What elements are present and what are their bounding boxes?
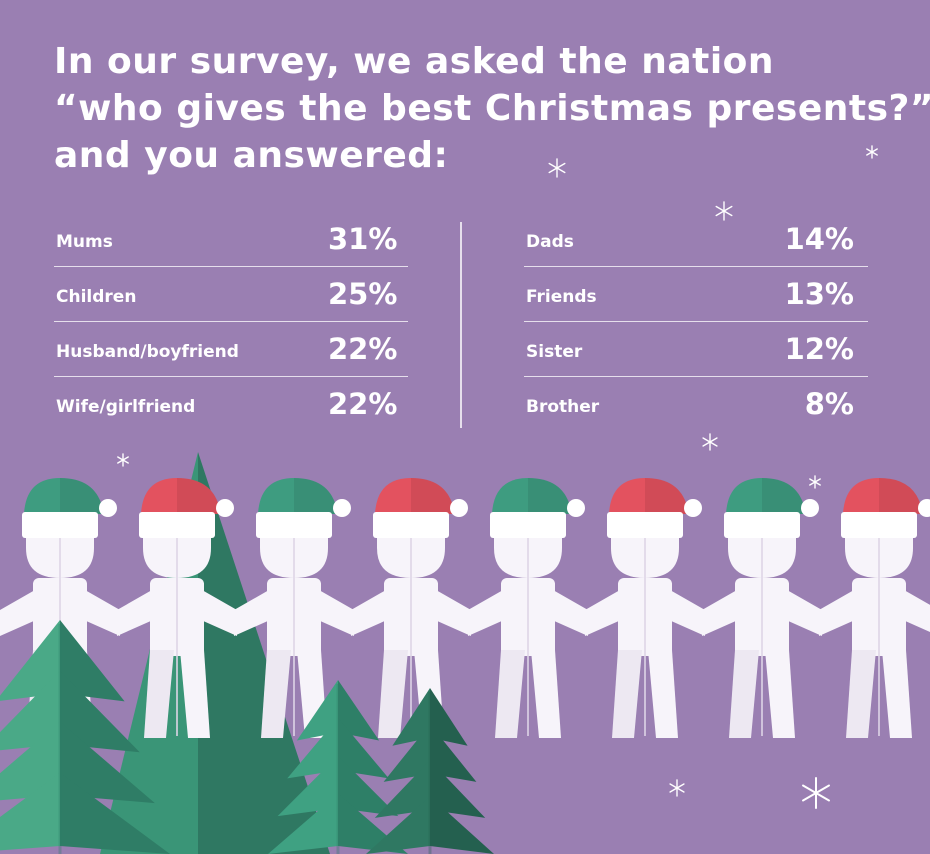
santa-hat-icon: [490, 478, 585, 538]
row-label: Husband/boyfriend: [56, 342, 239, 362]
paper-person-icon: [468, 478, 588, 738]
row-percentage: 22%: [328, 387, 398, 421]
paper-chain-people: [0, 478, 930, 738]
paper-person-icon: [117, 478, 237, 738]
snowflake-icon: [548, 158, 566, 178]
snowflake-icon: [809, 475, 821, 489]
snowflakes: [117, 145, 878, 809]
row-label: Wife/girlfriend: [56, 397, 196, 417]
row-label: Brother: [526, 397, 600, 417]
results-column-right: Dads 14% Friends 13% Sister 12% Brother …: [524, 212, 868, 432]
santa-hat-icon: [373, 478, 468, 538]
results-table: Mums 31% Children 25% Husband/boyfriend …: [54, 212, 868, 428]
table-row: Wife/girlfriend 22%: [54, 377, 408, 432]
paper-person-icon: [702, 478, 822, 738]
table-row: Friends 13%: [524, 267, 868, 322]
paper-person-icon: [351, 478, 471, 738]
row-label: Children: [56, 287, 137, 307]
table-row: Children 25%: [54, 267, 408, 322]
table-row: Sister 12%: [524, 322, 868, 377]
survey-title: In our survey, we asked the nation “who …: [54, 38, 930, 179]
table-row: Dads 14%: [524, 212, 868, 267]
row-label: Dads: [526, 232, 574, 252]
row-label: Mums: [56, 232, 113, 252]
column-divider: [460, 222, 462, 428]
row-percentage: 8%: [804, 387, 854, 421]
snowflake-icon: [866, 145, 878, 159]
santa-hat-icon: [724, 478, 819, 538]
row-percentage: 12%: [784, 332, 854, 366]
row-percentage: 13%: [784, 277, 854, 311]
paper-person-icon: [234, 478, 354, 738]
santa-hat-icon: [22, 478, 117, 538]
row-percentage: 25%: [328, 277, 398, 311]
front-trees: [0, 620, 494, 854]
christmas-tree-icon: [268, 680, 408, 854]
title-line-1: In our survey, we asked the nation: [54, 41, 775, 82]
row-label: Sister: [526, 342, 583, 362]
paper-person-icon: [585, 478, 705, 738]
santa-hat-icon: [841, 478, 930, 538]
christmas-tree-icon: [366, 688, 494, 854]
table-row: Husband/boyfriend 22%: [54, 322, 408, 377]
santa-hat-icon: [256, 478, 351, 538]
santa-hat-icon: [139, 478, 234, 538]
snowflake-icon: [669, 779, 685, 797]
row-percentage: 14%: [784, 222, 854, 256]
row-label: Friends: [526, 287, 597, 307]
results-column-left: Mums 31% Children 25% Husband/boyfriend …: [54, 212, 408, 432]
paper-person-icon: [819, 478, 930, 738]
title-line-2: “who gives the best Christmas presents?”: [54, 88, 930, 129]
santa-hat-icon: [607, 478, 702, 538]
table-row: Mums 31%: [54, 212, 408, 267]
title-line-3: and you answered:: [54, 135, 449, 176]
christmas-tree-icon: [0, 620, 170, 854]
row-percentage: 31%: [328, 222, 398, 256]
snowflake-icon: [715, 201, 733, 221]
table-row: Brother 8%: [524, 377, 868, 432]
snowflake-icon: [117, 453, 129, 467]
row-percentage: 22%: [328, 332, 398, 366]
snowflake-icon: [702, 433, 718, 451]
snowflake-icon: [802, 777, 830, 809]
